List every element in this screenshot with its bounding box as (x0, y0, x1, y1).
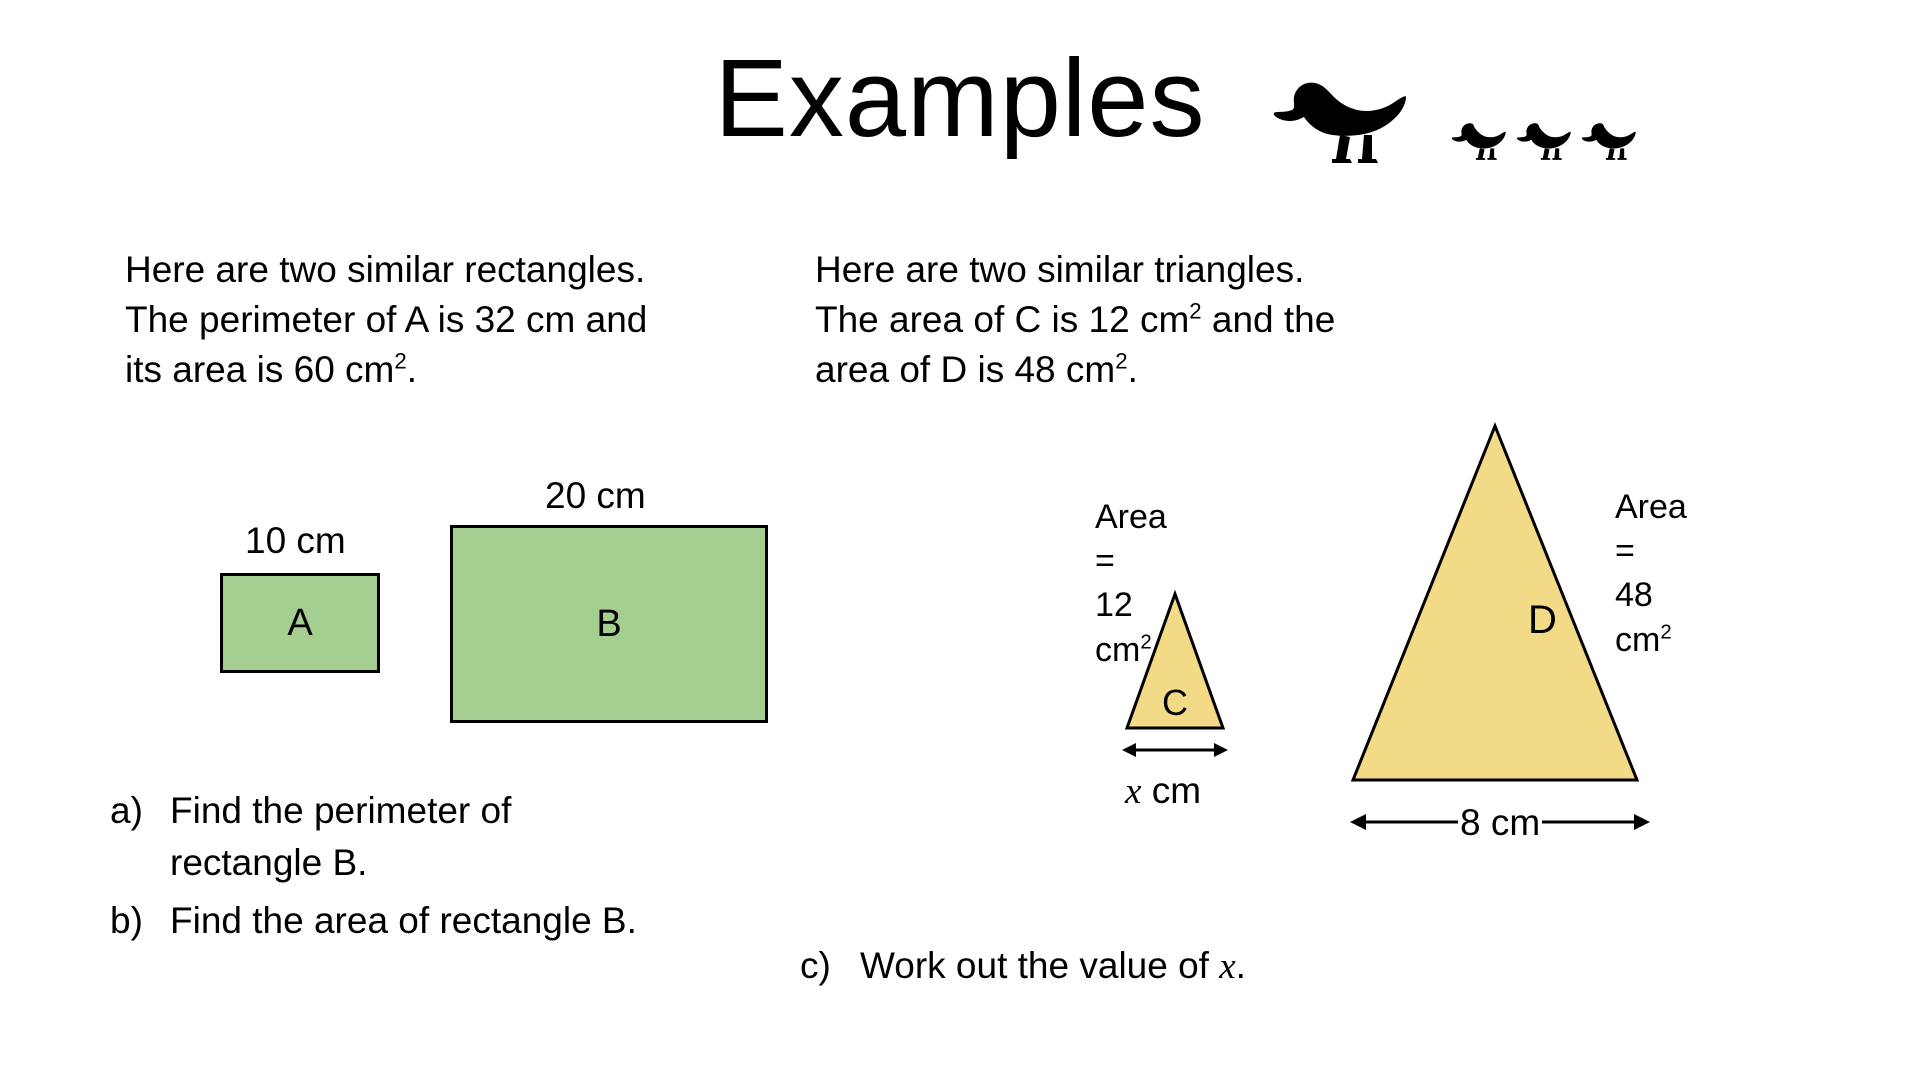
question-b-text: Find the area of rectangle B. (170, 895, 637, 947)
question-a: a) Find the perimeter of rectangle B. (110, 785, 760, 889)
tri-c-base-arrow (1122, 738, 1228, 762)
rect-b-width-label: 20 cm (545, 475, 646, 517)
left-questions: a) Find the perimeter of rectangle B. b)… (110, 785, 760, 952)
left-intro-line1: Here are two similar rectangles. (125, 245, 825, 295)
triangle-d (1335, 420, 1655, 790)
tri-d-base-label: 8 cm (1460, 802, 1540, 844)
question-c-marker: c) (800, 940, 860, 993)
question-c: c) Work out the value of x. (800, 940, 1450, 993)
tri-c-base-label: x cm (1125, 770, 1201, 813)
duckling-icon (1582, 123, 1636, 160)
right-problem-text: Here are two similar triangles. The area… (815, 245, 1515, 395)
rect-a-label: A (287, 602, 312, 645)
page-title: Examples (715, 35, 1206, 162)
question-b: b) Find the area of rectangle B. (110, 895, 760, 947)
left-problem-text: Here are two similar rectangles. The per… (125, 245, 825, 395)
left-intro-line3: its area is 60 cm2. (125, 345, 825, 395)
duck-icon (1274, 83, 1406, 163)
question-a-marker: a) (110, 785, 170, 889)
duckling-icon (1517, 123, 1571, 160)
left-intro-line2: The perimeter of A is 32 cm and (125, 295, 825, 345)
rectangle-a: A (220, 573, 380, 673)
right-intro-line2: The area of C is 12 cm2 and the (815, 295, 1515, 345)
question-a-text: Find the perimeter of rectangle B. (170, 785, 511, 889)
question-c-text: Work out the value of x. (860, 940, 1246, 993)
question-b-marker: b) (110, 895, 170, 947)
rect-a-width-label: 10 cm (245, 520, 346, 562)
duckling-icon (1452, 123, 1506, 160)
right-intro-line1: Here are two similar triangles. (815, 245, 1515, 295)
duck-icons (1270, 55, 1640, 180)
tri-c-label: C (1162, 682, 1188, 724)
right-questions: c) Work out the value of x. (800, 940, 1450, 999)
rect-b-label: B (596, 603, 621, 646)
tri-d-label: D (1528, 598, 1557, 643)
rectangle-b: B (450, 525, 768, 723)
right-intro-line3: area of D is 48 cm2. (815, 345, 1515, 395)
